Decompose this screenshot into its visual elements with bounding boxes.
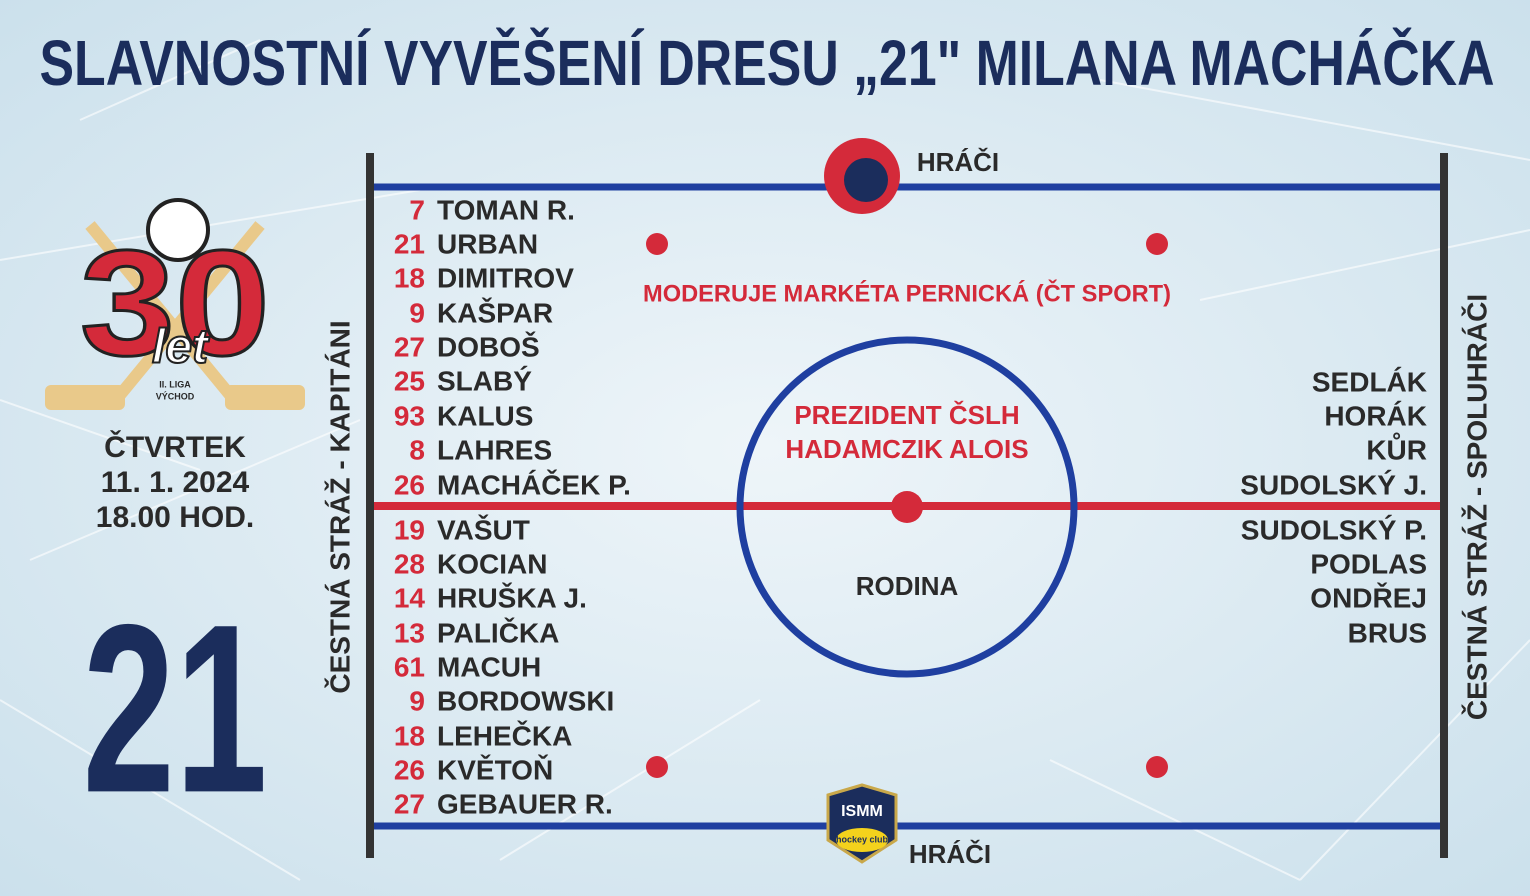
player-name: MACUH (437, 651, 541, 682)
player-number: 9 (409, 297, 425, 328)
team-logo (824, 138, 900, 214)
bottom-label: HRÁČI (909, 839, 991, 869)
sponsor-club: hockey club (836, 834, 889, 844)
player-name: PALIČKA (437, 616, 559, 648)
logo-region: VÝCHOD (156, 390, 195, 401)
player-name: BORDOWSKI (437, 685, 614, 716)
stick (115, 221, 265, 399)
top-label: HRÁČI (917, 147, 999, 177)
player-number: 26 (394, 754, 425, 785)
player-number: 13 (394, 617, 425, 648)
player-name: KVĚTOŇ (437, 754, 553, 785)
logo-word: let (152, 321, 210, 374)
sponsor-logo: ISMM hockey club (826, 783, 898, 864)
faceoff-dot (646, 756, 668, 778)
teammate-name: SUDOLSKÝ P. (1241, 514, 1427, 545)
event-date: 11. 1. 2024 (101, 466, 250, 499)
blade (45, 385, 125, 410)
player-number: 25 (394, 365, 425, 396)
player-name: SLABÝ (437, 365, 532, 396)
sponsor-name: ISMM (841, 803, 883, 820)
player-number: 19 (394, 514, 425, 545)
faceoff-dot (1146, 233, 1168, 255)
player-name: LEHEČKA (437, 719, 572, 751)
logo-league: II. LIGA (159, 379, 191, 389)
player-number: 27 (394, 331, 425, 362)
player-name: KOCIAN (437, 548, 547, 579)
president-name: HADAMCZIK ALOIS (785, 434, 1028, 464)
teammate-name: ONDŘEJ (1310, 582, 1427, 613)
players-list: 7 TOMAN R. 21 URBAN 18 DIMITROV 9 KAŠPAR 27 DOBOŠ… (394, 194, 631, 819)
player-number: 7 (409, 194, 425, 225)
faceoff-dot (646, 233, 668, 255)
player-number: 27 (394, 788, 425, 819)
player-name: TOMAN R. (437, 194, 575, 225)
faceoff-dot (1146, 756, 1168, 778)
logo-knight (146, 198, 210, 262)
teammate-name: PODLAS (1310, 548, 1427, 579)
player-number: 18 (394, 720, 425, 751)
teammate-name: KŮR (1366, 432, 1427, 465)
teammate-name: SEDLÁK (1312, 366, 1427, 397)
logo-number: 30 (80, 219, 270, 387)
player-number: 21 (394, 228, 425, 259)
player-name: DIMITROV (437, 262, 574, 293)
event-time: 18.00 HOD. (96, 501, 254, 534)
anniversary-logo: 30 let II. LIGA VÝCHOD (45, 198, 305, 410)
blade (225, 385, 305, 410)
player-name: URBAN (437, 228, 538, 259)
player-number: 14 (394, 582, 426, 613)
player-number: 18 (394, 262, 425, 293)
player-name: KALUS (437, 400, 533, 431)
player-number: 61 (394, 651, 425, 682)
left-label: ČESTNÁ STRÁŽ - KAPITÁNI (323, 320, 355, 693)
player-number: 93 (394, 400, 425, 431)
jersey-number: 21 (83, 574, 268, 842)
rink (366, 153, 1448, 858)
teammate-name: BRUS (1348, 617, 1427, 648)
stick (85, 221, 235, 399)
player-number: 8 (409, 434, 425, 465)
teammate-name: SUDOLSKÝ J. (1240, 469, 1427, 500)
president-title: PREZIDENT ČSLH (794, 400, 1019, 430)
team-logo-face (844, 158, 888, 202)
player-number: 28 (394, 548, 425, 579)
right-label: ČESTNÁ STRÁŽ - SPOLUHRÁČI (1460, 294, 1492, 720)
player-name: MACHÁČEK P. (437, 468, 631, 500)
moderator: MODERUJE MARKÉTA PERNICKÁ (ČT SPORT) (643, 279, 1171, 307)
player-number: 26 (394, 469, 425, 500)
teammate-name: HORÁK (1324, 400, 1427, 431)
title: SLAVNOSTNÍ VYVĚŠENÍ DRESU „21" MILANA MA… (40, 26, 1495, 99)
player-name: HRUŠKA J. (437, 581, 587, 613)
player-name: LAHRES (437, 434, 552, 465)
center-dot (891, 491, 923, 523)
center-circle (736, 336, 1078, 678)
sponsor-badge (836, 828, 888, 852)
player-name: DOBOŠ (437, 330, 540, 362)
center-label: RODINA (856, 571, 959, 601)
event-day: ČTVRTEK (104, 430, 246, 464)
player-name: GEBAUER R. (437, 788, 613, 819)
ice-scratches (0, 39, 1530, 881)
player-name: KAŠPAR (437, 296, 553, 328)
player-name: VAŠUT (437, 513, 530, 545)
player-number: 9 (409, 685, 425, 716)
